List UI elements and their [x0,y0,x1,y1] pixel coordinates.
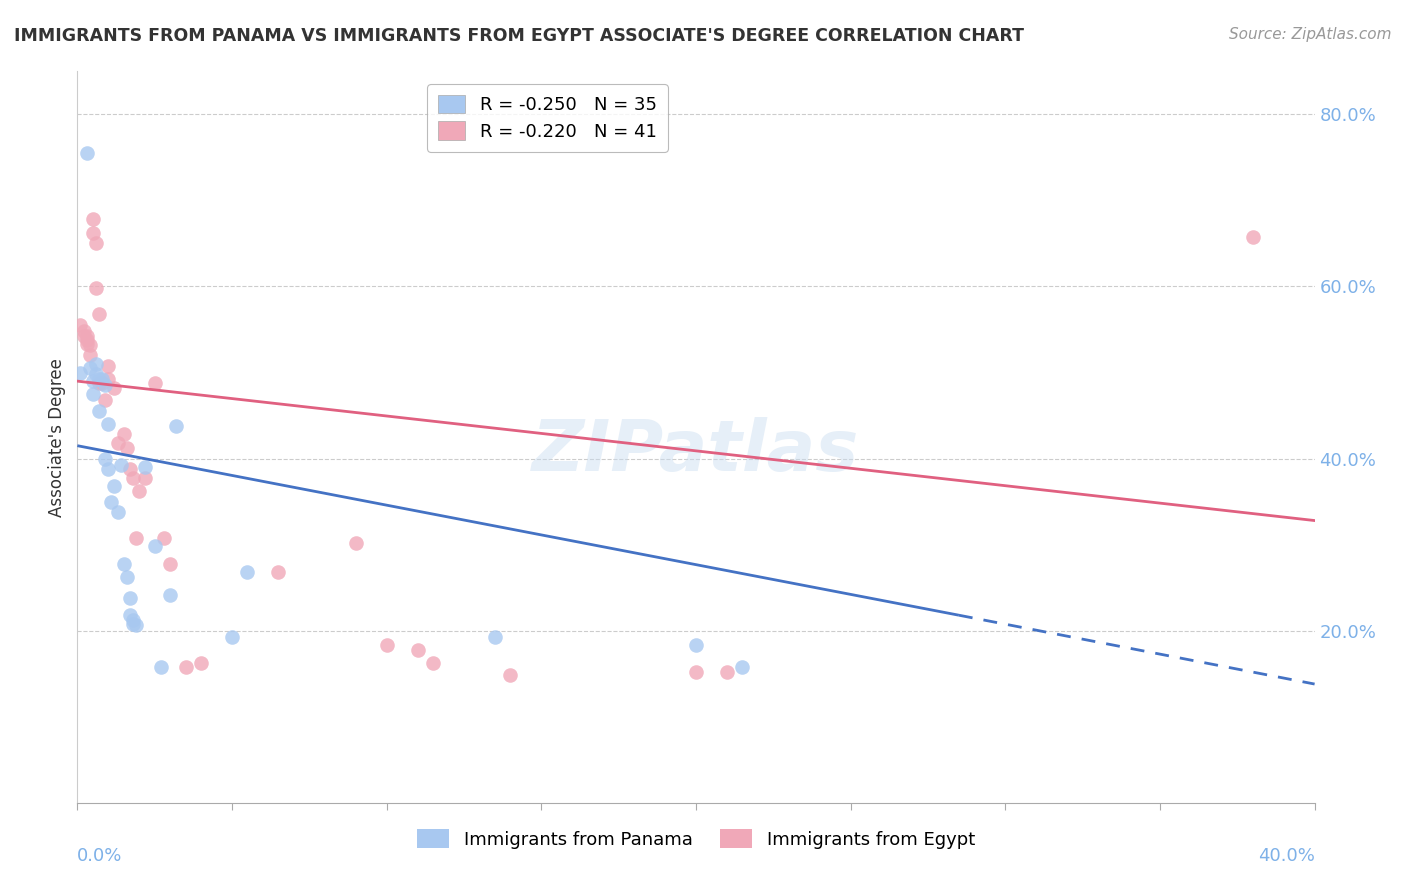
Point [118,608,141,623]
Point [174,660,197,674]
Point [84,281,107,295]
Text: 0.0%: 0.0% [77,847,122,864]
Point [84,236,107,251]
Point [103,381,125,395]
Point [375,638,398,652]
Point [484,630,506,644]
Point [82,387,104,401]
Point [87,307,110,321]
Point [422,657,444,671]
Point [110,458,132,472]
Point [79,338,101,352]
Text: ZIPatlas: ZIPatlas [533,417,859,486]
Point [79,361,101,376]
Point [134,460,156,475]
Point [82,226,104,240]
Point [143,540,166,554]
Point [97,372,120,386]
Point [82,212,104,227]
Point [107,436,129,450]
Point [94,393,117,408]
Point [103,479,125,493]
Point [134,470,156,484]
Point [115,442,138,456]
Y-axis label: Associate's Degree: Associate's Degree [48,358,66,516]
Point [84,368,107,382]
Point [125,617,148,632]
Point [91,376,114,390]
Point [122,616,145,631]
Point [122,613,145,627]
Point [159,588,181,602]
Point [731,660,754,674]
Point [76,328,98,343]
Point [125,531,148,545]
Point [79,348,101,362]
Point [128,484,150,499]
Point [87,371,110,385]
Point [107,505,129,519]
Point [82,374,104,388]
Point [236,565,259,579]
Point [69,318,91,333]
Point [149,660,172,674]
Point [76,337,98,351]
Point [499,668,522,682]
Point [685,638,707,652]
Point [112,557,135,571]
Point [112,427,135,442]
Point [91,372,114,386]
Point [122,470,145,484]
Point [165,418,187,433]
Point [97,359,120,373]
Point [159,557,181,571]
Point [267,565,290,579]
Legend: R = -0.250   N = 35, R = -0.220   N = 41: R = -0.250 N = 35, R = -0.220 N = 41 [427,84,668,152]
Point [1241,229,1264,244]
Point [97,462,120,476]
Point [100,494,122,508]
Point [94,378,117,392]
Point [97,417,120,432]
Point [87,404,110,418]
Point [118,591,141,605]
Point [84,357,107,371]
Text: IMMIGRANTS FROM PANAMA VS IMMIGRANTS FROM EGYPT ASSOCIATE'S DEGREE CORRELATION C: IMMIGRANTS FROM PANAMA VS IMMIGRANTS FRO… [14,27,1024,45]
Point [143,376,166,390]
Point [344,536,367,550]
Point [72,329,94,343]
Text: 40.0%: 40.0% [1258,847,1315,864]
Point [87,376,110,390]
Point [69,366,91,380]
Point [115,570,138,584]
Point [118,462,141,476]
Point [76,146,98,161]
Point [190,657,212,671]
Point [72,324,94,338]
Point [153,531,176,545]
Point [406,642,429,657]
Point [94,451,117,466]
Point [716,665,738,679]
Text: Source: ZipAtlas.com: Source: ZipAtlas.com [1229,27,1392,42]
Point [685,665,707,679]
Point [76,333,98,347]
Point [221,630,243,644]
